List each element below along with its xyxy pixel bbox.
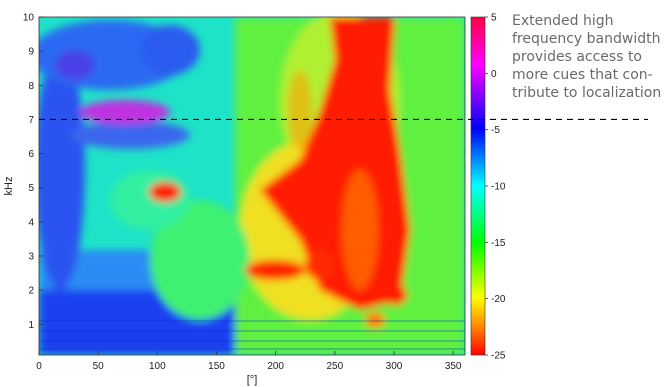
x-tick-label: 350: [445, 361, 462, 372]
colorbar-tick-label: -20: [491, 294, 506, 305]
y-tick-label: 10: [23, 13, 35, 24]
colorbar-tick-label: 0: [491, 69, 497, 80]
y-tick-label: 4: [28, 217, 34, 228]
x-tick-label: 50: [93, 361, 105, 372]
colorbar-tick-label: -5: [491, 125, 500, 136]
colorbar-tick-label: -10: [491, 182, 506, 193]
colorbar-tick-label: -25: [491, 351, 506, 362]
x-tick-label: 200: [267, 361, 284, 372]
y-tick-label: 2: [28, 286, 34, 297]
y-tick-label: 1: [28, 320, 34, 331]
y-axis-label: kHz: [3, 177, 15, 196]
x-tick-label: 300: [386, 361, 403, 372]
y-tick-label: 5: [28, 183, 34, 194]
y-tick-label: 7: [28, 115, 34, 126]
x-axis-label: [°]: [247, 374, 258, 386]
colorbar: [470, 16, 486, 356]
y-tick-label: 8: [28, 81, 34, 92]
y-tick-label: 6: [28, 149, 34, 160]
y-tick-label: 9: [28, 47, 34, 58]
colorbar-ticks: 5 0 -5 -10 -15 -20 -25: [485, 13, 506, 362]
x-tick-label: 0: [36, 361, 42, 372]
colorbar-tick-label: 5: [491, 13, 497, 24]
annotation-text: Extended high frequency bandwidth provid…: [512, 13, 662, 101]
x-tick-label: 100: [149, 361, 166, 372]
y-axis-ticks: 1 2 3 4 5 6 7 8 9 10: [23, 13, 43, 331]
plot-area: [39, 17, 465, 355]
colorbar-tick-label: -15: [491, 238, 506, 249]
x-tick-label: 150: [208, 361, 225, 372]
plot-frame: [38, 16, 466, 356]
y-tick-label: 3: [28, 251, 34, 262]
x-axis-ticks: 0 50 100 150 200 250 300 350: [36, 351, 462, 372]
x-tick-label: 250: [326, 361, 343, 372]
